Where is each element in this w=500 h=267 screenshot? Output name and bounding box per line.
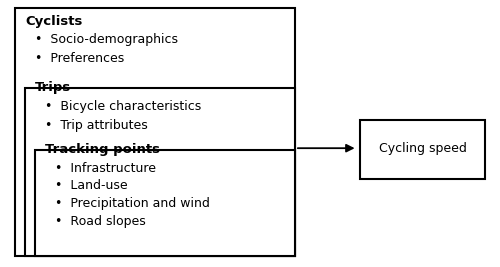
Text: •  Land-use: • Land-use: [55, 179, 128, 193]
Text: •  Bicycle characteristics: • Bicycle characteristics: [45, 100, 201, 113]
Text: •  Precipitation and wind: • Precipitation and wind: [55, 197, 210, 210]
Text: •  Trip attributes: • Trip attributes: [45, 119, 148, 132]
Text: Cycling speed: Cycling speed: [378, 142, 466, 155]
Bar: [35, 150, 295, 256]
Text: Trips: Trips: [35, 81, 72, 95]
Text: Cyclists: Cyclists: [25, 15, 82, 28]
Text: Tracking points: Tracking points: [45, 143, 160, 156]
Bar: [25, 88, 295, 256]
Text: •  Socio-demographics: • Socio-demographics: [35, 33, 178, 46]
Bar: [15, 8, 295, 256]
Bar: [360, 120, 485, 179]
Text: •  Preferences: • Preferences: [35, 52, 124, 65]
Text: •  Infrastructure: • Infrastructure: [55, 162, 156, 175]
Text: •  Road slopes: • Road slopes: [55, 215, 146, 228]
